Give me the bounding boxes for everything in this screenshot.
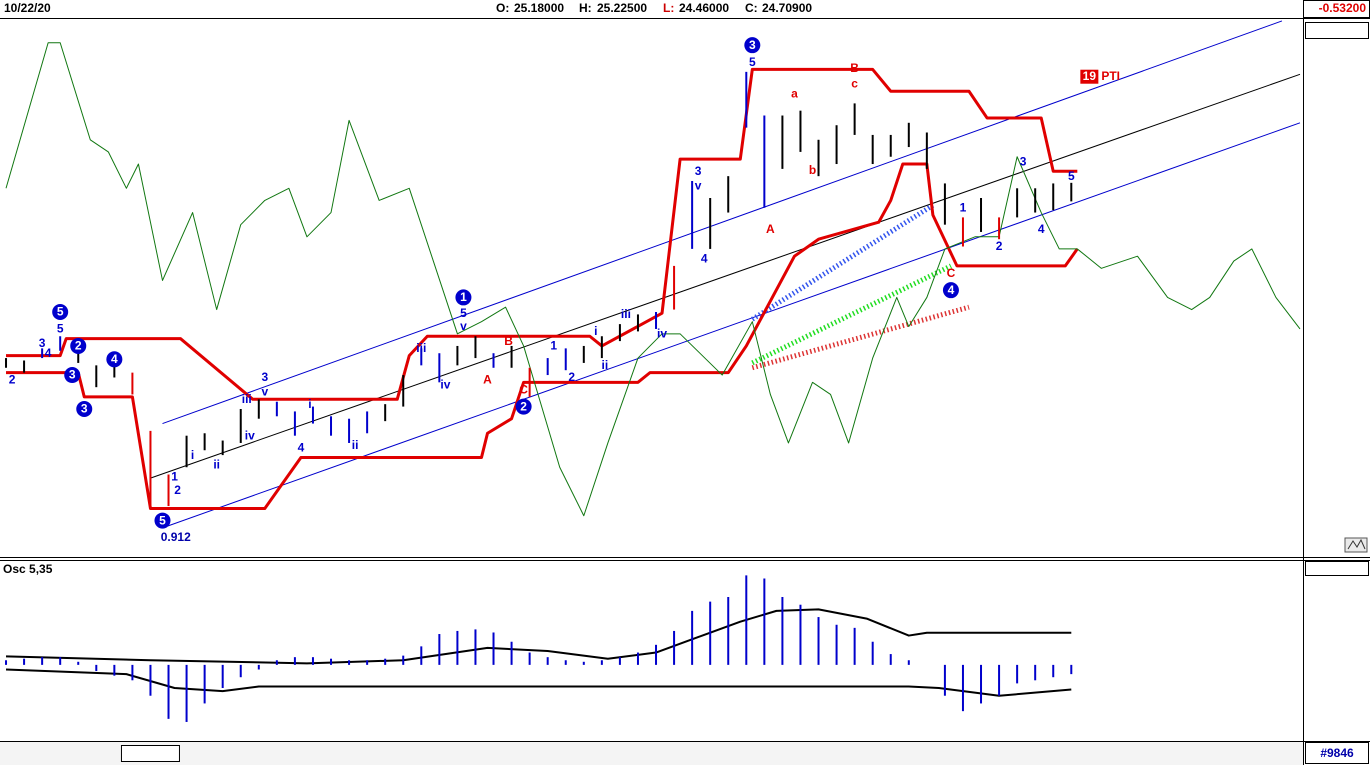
ohlc-label: L: xyxy=(663,1,674,15)
wave-label: 1 xyxy=(460,290,467,304)
wave-circle xyxy=(942,282,959,299)
wave-label: 2 xyxy=(174,483,181,497)
wave-circle xyxy=(70,337,87,354)
wave-label: 5 xyxy=(159,513,166,527)
cursor-date-box xyxy=(120,745,180,762)
wave-label: 3 xyxy=(695,164,702,178)
ohlc-label: O: xyxy=(496,1,509,15)
wave-label: i xyxy=(308,397,311,411)
ohlc-value: 25.22500 xyxy=(597,1,647,15)
osc-envelope-line xyxy=(5,608,1072,665)
wave-label: v xyxy=(261,385,268,399)
header-change: -0.53200 xyxy=(1319,1,1367,15)
wave-circle xyxy=(76,401,93,418)
wave-label: i xyxy=(191,448,194,462)
wave-label: ii xyxy=(602,358,609,372)
wave-circle xyxy=(52,303,69,320)
wave-label: iv xyxy=(657,326,667,340)
wave-label: 5 xyxy=(460,306,467,320)
wave-label: 3 xyxy=(749,38,756,52)
wave-label: 4 xyxy=(45,346,52,360)
wave-label: B xyxy=(504,334,513,348)
wave-label: iii xyxy=(621,307,631,321)
wave-label: 1 xyxy=(550,339,557,353)
wave-label: 2 xyxy=(9,373,16,387)
wave-label: iii xyxy=(416,341,426,355)
wave-circle xyxy=(64,367,81,384)
channel-line xyxy=(162,20,1283,425)
wave-label: A xyxy=(483,373,492,387)
footer-box xyxy=(1305,742,1369,764)
pti-box xyxy=(1080,69,1099,84)
osc-title: Osc 5,35 xyxy=(3,562,53,576)
wave-label: 3 xyxy=(261,370,268,384)
wave-label: B xyxy=(850,61,859,75)
header-date: 10/22/20 xyxy=(4,1,51,15)
wave-label: 3 xyxy=(69,368,76,382)
ohlc-value: 24.70900 xyxy=(762,1,812,15)
wave-label: i xyxy=(594,324,597,338)
wave-label: b xyxy=(809,163,816,177)
wave-label: 4 xyxy=(701,251,708,265)
toolbar-icon-glyph xyxy=(1347,538,1366,550)
wave-label: 4 xyxy=(111,352,118,366)
ohlc-value: 24.46000 xyxy=(679,1,729,15)
wave-label: c xyxy=(851,77,858,91)
wave-label: 5 xyxy=(57,322,64,336)
osc-top-box xyxy=(1305,561,1369,576)
wave-label: 4 xyxy=(948,283,955,297)
wave-label: 2 xyxy=(75,339,82,353)
wave-label: 2 xyxy=(520,399,527,413)
x-axis-band xyxy=(0,742,1303,765)
price-top-box xyxy=(1305,22,1369,39)
wave-label: iv xyxy=(245,428,255,442)
wave-label: 1 xyxy=(960,200,967,214)
hatched-trend-line xyxy=(751,263,953,366)
wave-label: 4 xyxy=(298,440,305,454)
wave-label: 0.912 xyxy=(161,530,191,544)
wave-label: 5 xyxy=(57,305,64,319)
channel-line xyxy=(150,73,1301,479)
wave-label: 3 xyxy=(1020,154,1027,168)
overlay-line xyxy=(5,42,1301,517)
wave-label: A xyxy=(766,222,775,236)
wave-label: iii xyxy=(242,392,252,406)
band-line xyxy=(6,67,1078,401)
wave-label: 5 xyxy=(1068,169,1075,183)
wave-label: 4 xyxy=(1038,222,1045,236)
mark-layer xyxy=(5,71,1073,722)
wave-label: v xyxy=(695,179,702,193)
wave-label: 3 xyxy=(81,402,88,416)
wave-circle xyxy=(515,398,532,415)
wave-circle xyxy=(106,351,123,368)
wave-label: 5 xyxy=(749,55,756,69)
wave-label: 3 xyxy=(39,336,46,350)
wave-label: 1 xyxy=(171,470,178,484)
ohlc-label: H: xyxy=(579,1,592,15)
pti-number: 19 xyxy=(1083,69,1097,83)
ohlc-label: C: xyxy=(745,1,758,15)
text-layer: 5234351234523412iiiiiiiv3v4iiiiiiiv5v12i… xyxy=(9,22,1369,762)
footer-id: #9846 xyxy=(1320,746,1354,760)
wave-label: ii xyxy=(352,438,359,452)
wave-label: 2 xyxy=(996,239,1003,253)
wave-label: C xyxy=(947,266,956,280)
wave-label: a xyxy=(791,86,798,100)
wave-label: iv xyxy=(440,377,450,391)
hatched-trend-line xyxy=(751,304,970,371)
wave-label: v xyxy=(460,319,467,333)
wave-label: 2 xyxy=(568,370,575,384)
channel-line xyxy=(162,122,1301,529)
wave-circle xyxy=(744,37,761,54)
pti-label: PTI xyxy=(1101,69,1120,83)
ohlc-value: 25.18000 xyxy=(514,1,564,15)
wave-circle xyxy=(154,512,171,529)
ohlc-readout: O: 25.18000 H: 25.22500 L: 24.46000 C: 2… xyxy=(496,1,812,15)
wave-label: ii xyxy=(213,457,220,471)
wave-label: C xyxy=(519,382,528,396)
wave-circle xyxy=(455,289,472,306)
